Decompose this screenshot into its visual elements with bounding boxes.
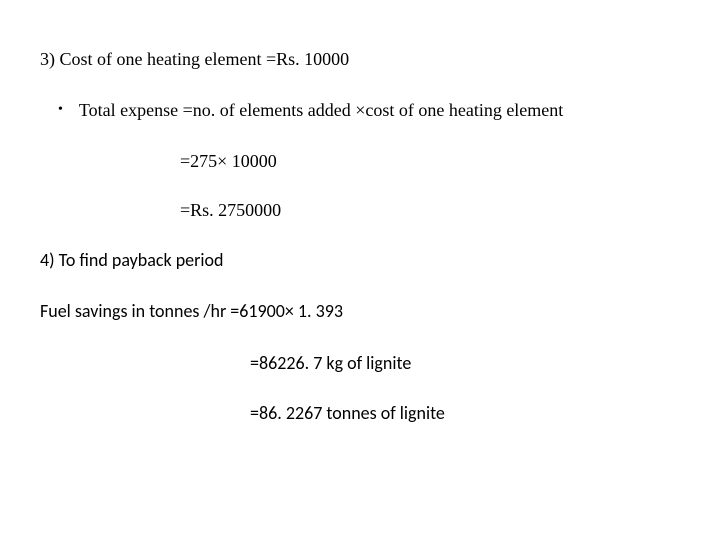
item-4-heading: 4) To find payback period (40, 249, 680, 272)
bullet-glyph: • (58, 99, 63, 121)
slide-page: 3) Cost of one heating element =Rs. 1000… (0, 0, 720, 540)
item-3-heading: 3) Cost of one heating element =Rs. 1000… (40, 48, 680, 71)
result-line-2: =86. 2267 tonnes of lignite (40, 402, 680, 424)
bullet-text: Total expense =no. of elements added ×co… (79, 99, 563, 122)
result-line-1: =86226. 7 kg of lignite (40, 352, 680, 374)
bullet-item: • Total expense =no. of elements added ×… (40, 99, 680, 122)
calc-line-2: =Rs. 2750000 (40, 200, 680, 221)
fuel-savings-line: Fuel savings in tonnes /hr =61900× 1. 39… (40, 300, 680, 323)
calc-line-1: =275× 10000 (40, 151, 680, 172)
